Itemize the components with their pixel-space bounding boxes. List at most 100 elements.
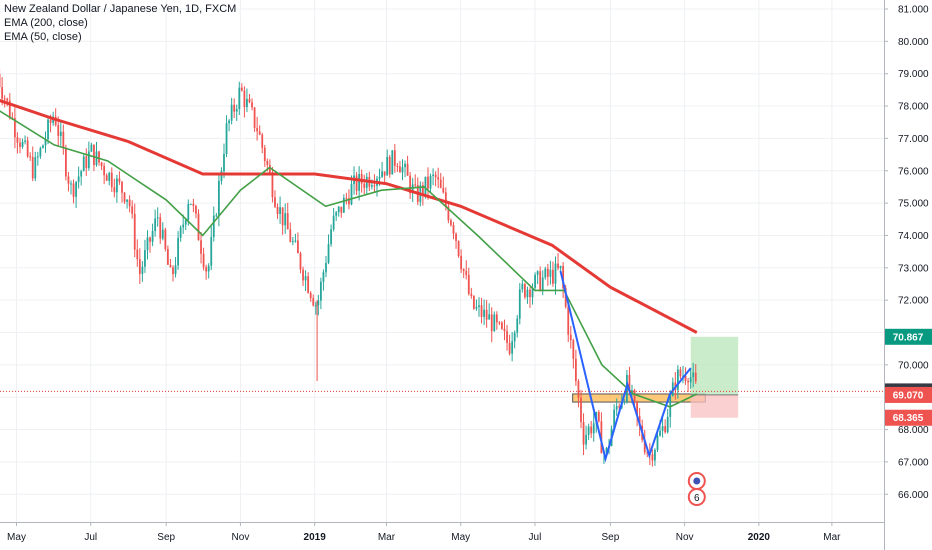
event-flag-dot xyxy=(693,477,701,485)
symbol-title[interactable]: New Zealand Dollar / Japanese Yen, 1D, F… xyxy=(4,3,237,15)
candle-body xyxy=(200,240,202,254)
candle-body xyxy=(80,171,83,177)
candle-body xyxy=(141,266,144,274)
candle-body xyxy=(350,184,353,205)
candle-body xyxy=(585,434,587,445)
candle-body xyxy=(192,203,195,206)
candle-body xyxy=(154,218,157,232)
time-tick-label: Nov xyxy=(676,532,694,543)
candle-body xyxy=(123,192,126,202)
candle-body xyxy=(615,406,618,410)
candle-body xyxy=(87,151,90,169)
candle-body xyxy=(256,127,259,132)
candle-body xyxy=(539,271,542,291)
candle-body xyxy=(503,328,506,332)
candle-body xyxy=(462,269,465,272)
candle-body xyxy=(286,213,289,230)
candle-body xyxy=(202,253,205,268)
candle-body xyxy=(580,397,582,423)
candle-body xyxy=(24,140,26,142)
price-axis[interactable]: 81.000 80.000 79.000 78.000 77.000 76.000 75.0… xyxy=(884,0,929,550)
candle-body xyxy=(47,119,49,140)
candle-body xyxy=(442,187,445,193)
candle-body xyxy=(44,139,47,146)
candle-body xyxy=(399,166,401,173)
candle-body xyxy=(534,274,536,288)
event-count-label: 6 xyxy=(694,493,700,504)
candle-body xyxy=(429,175,432,189)
candle-body xyxy=(174,265,177,275)
candle-body xyxy=(447,206,450,221)
candle-body xyxy=(564,288,567,307)
candle-body xyxy=(378,176,381,179)
price-tick-label: 73.000 xyxy=(898,263,929,274)
candle-body xyxy=(75,181,77,197)
candle-body xyxy=(666,416,669,433)
candle-body xyxy=(613,409,616,429)
candle-body xyxy=(605,448,608,454)
candle-body xyxy=(460,256,463,270)
candle-body xyxy=(659,430,661,436)
candle-body xyxy=(215,215,218,217)
candle-body xyxy=(480,305,483,317)
candle-body xyxy=(523,284,526,298)
candle-body xyxy=(100,162,103,167)
candle-body xyxy=(230,104,233,121)
candle-body xyxy=(62,131,65,149)
price-tick-label: 67.000 xyxy=(898,457,929,468)
candle-body xyxy=(439,179,442,188)
candle-body xyxy=(590,426,593,434)
candle-body xyxy=(217,180,220,216)
candle-body xyxy=(549,269,552,277)
candle-body xyxy=(340,206,343,213)
candle-body xyxy=(210,236,213,266)
ema50-legend[interactable]: EMA (50, close) xyxy=(4,31,82,43)
candle-body xyxy=(34,157,37,179)
candle-body xyxy=(240,87,243,91)
candle-body xyxy=(684,375,687,381)
candle-body xyxy=(335,212,338,216)
candle-body xyxy=(363,183,366,188)
candle-body xyxy=(444,192,447,207)
time-axis[interactable]: May Jul Sep Nov 2019 Mar May Jul Sep Nov 2020 Mar xyxy=(0,522,884,543)
price-tick-label: 76.000 xyxy=(898,166,929,177)
candle-body xyxy=(383,171,386,176)
time-tick-label: 2020 xyxy=(748,532,771,543)
candle-body xyxy=(67,176,70,184)
candle-body xyxy=(465,271,468,275)
candle-body xyxy=(284,213,287,226)
candle-body xyxy=(664,426,667,433)
candle-body xyxy=(6,98,9,101)
candle-body xyxy=(182,224,185,228)
candle-body xyxy=(144,250,146,267)
candle-body xyxy=(39,148,42,157)
candle-body xyxy=(207,265,210,272)
candle-body xyxy=(437,177,440,180)
candle-body xyxy=(243,90,246,108)
candle-body xyxy=(82,156,85,172)
candle-body xyxy=(692,372,695,378)
candle-body xyxy=(77,176,80,182)
candle-body xyxy=(475,306,478,309)
event-badge[interactable]: 6 xyxy=(687,472,706,506)
candle-body xyxy=(197,213,200,241)
candle-body xyxy=(597,412,600,422)
ema200-legend[interactable]: EMA (200, close) xyxy=(4,17,88,29)
candle-body xyxy=(404,163,406,168)
candle-body xyxy=(388,157,391,175)
candle-body xyxy=(332,215,335,230)
candle-body xyxy=(628,374,631,393)
candle-body xyxy=(501,322,503,329)
candle-body xyxy=(179,227,182,238)
candle-body xyxy=(567,306,570,335)
candle-body xyxy=(529,289,531,298)
chart-legend: New Zealand Dollar / Japanese Yen, 1D, F… xyxy=(4,2,236,44)
candle-body xyxy=(355,175,358,191)
time-tick-label: May xyxy=(451,532,470,543)
target-price-tag xyxy=(885,328,932,345)
candle-body xyxy=(309,292,312,299)
candle-body xyxy=(169,264,172,268)
candle-body xyxy=(13,118,16,138)
candle-body xyxy=(490,314,493,332)
